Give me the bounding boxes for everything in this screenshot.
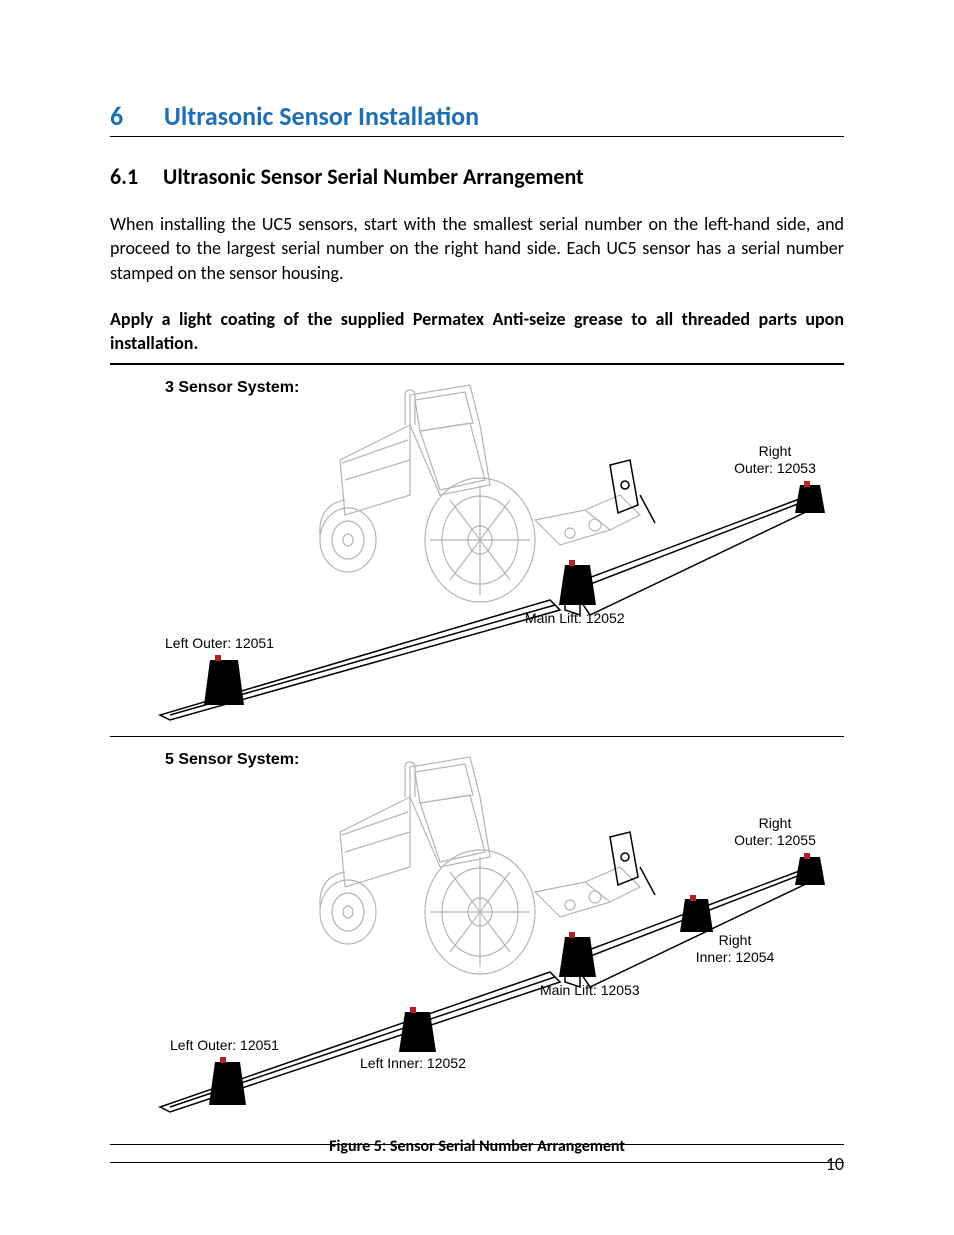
- label-text: Inner: 12054: [696, 949, 775, 965]
- footer-rule: [110, 1144, 844, 1145]
- section-heading: 6 Ultrasonic Sensor Installation: [110, 100, 844, 137]
- label-text: Outer: 12055: [734, 832, 816, 848]
- subsection-title: Ultrasonic Sensor Serial Number Arrangem…: [163, 163, 584, 190]
- panel2-right-inner-label: Right Inner: 12054: [685, 932, 785, 964]
- panel1-title: 3 Sensor System:: [165, 379, 299, 397]
- panel1-left-outer-label: Left Outer: 12051: [165, 635, 274, 651]
- warning-paragraph: Apply a light coating of the supplied Pe…: [110, 307, 844, 356]
- panel2-main-lift-label: Main Lift: 12053: [540, 982, 640, 998]
- panel1-main-lift-label: Main Lift: 12052: [525, 610, 625, 626]
- label-text: Right: [759, 815, 792, 831]
- diagram-3-sensor: 3 Sensor System: Right Outer: 12053 Main…: [110, 365, 844, 737]
- panel2-left-outer-label: Left Outer: 12051: [170, 1037, 279, 1053]
- diagram-5-sensor: 5 Sensor System: Right Outer: 12055 Righ…: [110, 737, 844, 1129]
- label-text: Outer: 12053: [734, 460, 816, 476]
- subsection-heading: 6.1 Ultrasonic Sensor Serial Number Arra…: [110, 163, 844, 190]
- figure-container: 3 Sensor System: Right Outer: 12053 Main…: [110, 363, 844, 1163]
- subsection-number: 6.1: [110, 163, 158, 190]
- panel1-right-outer-label: Right Outer: 12053: [720, 443, 830, 475]
- panel2-title: 5 Sensor System:: [165, 751, 299, 769]
- diagram-3-svg: [110, 365, 844, 737]
- intro-paragraph: When installing the UC5 sensors, start w…: [110, 212, 844, 285]
- section-title: Ultrasonic Sensor Installation: [164, 100, 479, 132]
- panel2-left-inner-label: Left Inner: 12052: [360, 1055, 466, 1071]
- label-text: Right: [759, 443, 792, 459]
- label-text: Right: [719, 932, 752, 948]
- page-number: 10: [826, 1153, 844, 1175]
- section-number: 6: [110, 100, 158, 132]
- panel2-right-outer-label: Right Outer: 12055: [720, 815, 830, 847]
- figure-caption: Figure 5: Sensor Serial Number Arrangeme…: [110, 1129, 844, 1162]
